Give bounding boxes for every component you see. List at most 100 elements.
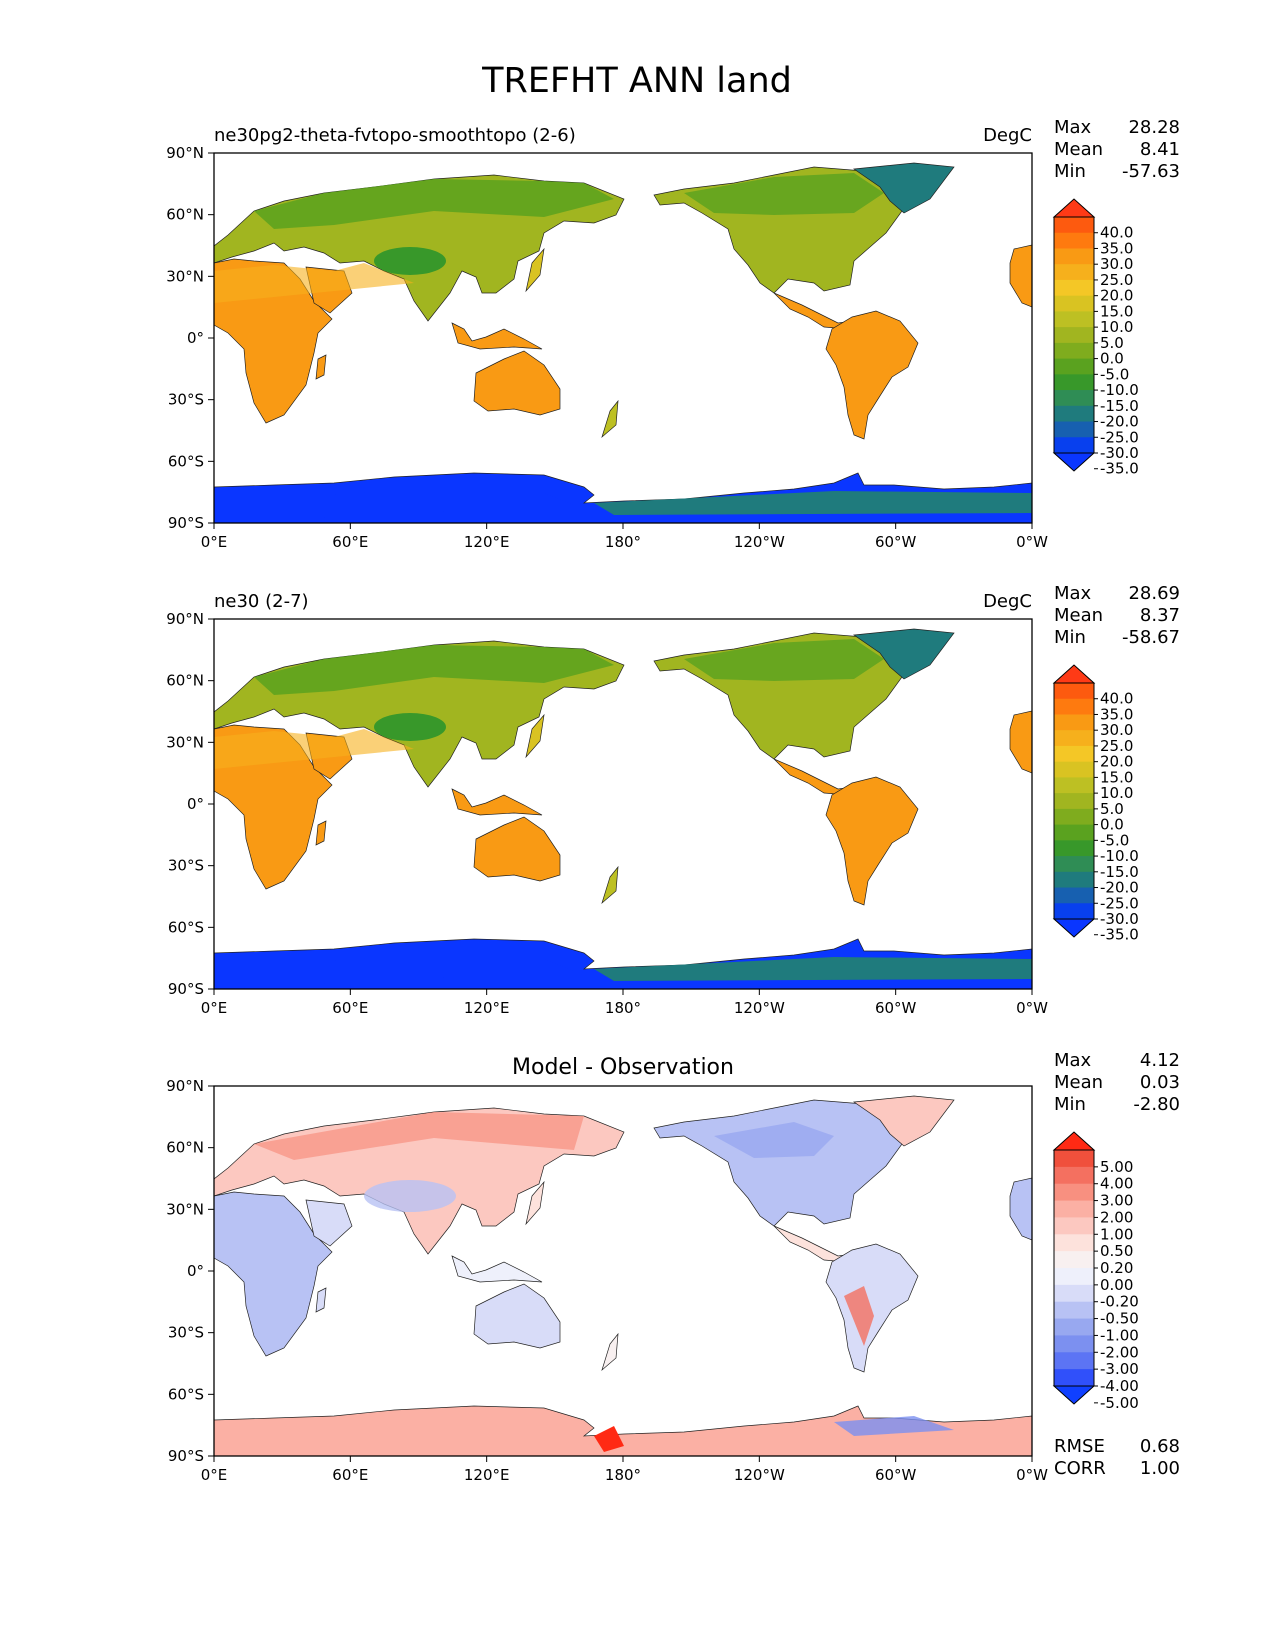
lon-tick-label: 120°W — [734, 533, 785, 551]
lat-tick-label: 60°S — [168, 918, 204, 936]
colorbar-segment — [1054, 887, 1094, 904]
colorbar-label: -3.00 — [1100, 1360, 1139, 1378]
colorbar-segment — [1054, 342, 1094, 360]
colorbar-label: -2.00 — [1100, 1343, 1139, 1361]
colorbar-segment — [1054, 793, 1094, 810]
lon-tick-label: 120°E — [464, 533, 510, 551]
lon-tick-label: 120°W — [734, 1466, 785, 1484]
colorbar-label: 3.00 — [1100, 1192, 1133, 1210]
stat-label: Mean — [1054, 1072, 1103, 1093]
stat-value: -58.67 — [1122, 627, 1180, 648]
colorbar-segment — [1054, 327, 1094, 344]
lat-tick-label: 30°N — [166, 1200, 204, 1218]
colorbar-label: -5.00 — [1100, 1394, 1139, 1412]
colorbar-label: -30.0 — [1100, 910, 1139, 928]
colorbar-label: -5.0 — [1100, 831, 1129, 849]
colorbar-label: -35.0 — [1100, 926, 1139, 944]
colorbar-label: -35.0 — [1100, 460, 1139, 478]
stat-value: 8.37 — [1140, 605, 1180, 626]
lat-tick-label: 60°N — [166, 672, 204, 690]
lat-tick-label: 30°N — [166, 733, 204, 751]
colorbar-segment — [1054, 1217, 1094, 1235]
lon-tick-label: 120°W — [734, 999, 785, 1017]
panel-units: DegC — [983, 125, 1032, 146]
colorbar-label: -0.50 — [1100, 1310, 1139, 1328]
stat-label: Max — [1054, 583, 1092, 604]
lat-tick-label: 90°N — [166, 610, 204, 628]
colorbar-label: -30.0 — [1100, 444, 1139, 462]
stat-value: 4.12 — [1140, 1050, 1180, 1071]
stat-label: Mean — [1054, 139, 1103, 160]
lon-tick-label: 0°E — [201, 1466, 228, 1484]
lat-tick-label: 90°S — [168, 980, 204, 998]
colorbar-label: 0.50 — [1100, 1242, 1133, 1260]
colorbar-label: 1.00 — [1100, 1225, 1133, 1243]
colorbar-label: -4.00 — [1100, 1377, 1139, 1395]
lon-tick-label: 0°W — [1016, 999, 1048, 1017]
colorbar-diff: 5.004.003.002.001.000.500.200.00-0.20-0.… — [1052, 1131, 1139, 1412]
lon-tick-label: 0°E — [201, 999, 228, 1017]
lon-tick-label: 0°W — [1016, 533, 1048, 551]
colorbar-label: -25.0 — [1100, 894, 1139, 912]
colorbar-label: 15.0 — [1100, 768, 1133, 786]
lon-tick-label: 60°W — [875, 1466, 917, 1484]
colorbar-segment — [1054, 808, 1094, 826]
colorbar-segment — [1054, 745, 1094, 763]
colorbar-segment — [1054, 421, 1094, 438]
colorbar-label: 0.0 — [1100, 350, 1124, 368]
colorbar-segment — [1054, 714, 1094, 731]
lon-tick-label: 60°W — [875, 999, 917, 1017]
colorbar-segment — [1054, 1234, 1094, 1252]
lat-tick-label: 90°S — [168, 1447, 204, 1465]
colorbar-label: 40.0 — [1100, 224, 1133, 242]
stat-value: 8.41 — [1140, 139, 1180, 160]
colorbar-segment — [1054, 840, 1094, 857]
extra-stat-value: 1.00 — [1140, 1458, 1180, 1479]
map-panel-test: 0°E 60°E 120°E 180° 120°W 60°W 0°W 90°N 60°N 30°N… — [166, 117, 1180, 551]
colorbar-label: 25.0 — [1100, 271, 1133, 289]
colorbar-segment — [1054, 1352, 1094, 1370]
extra-stat-label: CORR — [1054, 1458, 1106, 1479]
lat-tick-label: 60°S — [168, 1385, 204, 1403]
colorbar-segment — [1054, 279, 1094, 297]
lat-tick-label: 30°S — [168, 1324, 204, 1342]
colorbar-segment — [1054, 1183, 1094, 1202]
colorbar-label: 5.00 — [1100, 1158, 1133, 1176]
lon-tick-label: 60°E — [332, 533, 368, 551]
lat-tick-label: 60°N — [166, 206, 204, 224]
lon-tick-label: 60°E — [332, 999, 368, 1017]
panel-left-title: ne30pg2-theta-fvtopo-smoothtopo (2-6) — [214, 125, 576, 146]
colorbar-label: -1.00 — [1100, 1326, 1139, 1344]
colorbar-segment — [1054, 217, 1094, 234]
colorbar-label: 2.00 — [1100, 1208, 1133, 1226]
colorbar-segment — [1054, 1284, 1094, 1303]
lat-tick-label: 90°N — [166, 144, 204, 162]
stat-label: Min — [1054, 1094, 1086, 1115]
colorbar-segment — [1054, 698, 1094, 715]
colorbar-extend-min — [1052, 452, 1096, 472]
colorbar-segment — [1054, 1166, 1094, 1185]
colorbar-segment — [1054, 1301, 1094, 1320]
colorbar-label: 20.0 — [1100, 753, 1133, 771]
stat-label: Mean — [1054, 605, 1103, 626]
colorbar-label: 10.0 — [1100, 318, 1133, 336]
panel-center-title: Model - Observation — [512, 1055, 734, 1080]
colorbar-label: 5.0 — [1100, 800, 1124, 818]
lon-tick-label: 0°W — [1016, 1466, 1048, 1484]
colorbar-segment — [1054, 1200, 1094, 1218]
stat-value: 0.03 — [1140, 1072, 1180, 1093]
colorbar-label: -10.0 — [1100, 847, 1139, 865]
lon-tick-label: 0°E — [201, 533, 228, 551]
colorbar-label: -15.0 — [1100, 863, 1139, 881]
lon-tick-label: 120°E — [464, 999, 510, 1017]
lon-tick-label: 60°W — [875, 533, 917, 551]
colorbar-segment — [1054, 264, 1094, 281]
colorbar-segment — [1054, 1150, 1094, 1168]
colorbar-label: -25.0 — [1100, 428, 1139, 446]
colorbar-segment — [1054, 374, 1094, 391]
colorbar-label: -5.0 — [1100, 365, 1129, 383]
lat-tick-label: 0° — [187, 329, 204, 347]
colorbar-segment — [1054, 1318, 1094, 1336]
lat-tick-label: 30°S — [168, 391, 204, 409]
stat-value: 28.28 — [1128, 117, 1180, 138]
